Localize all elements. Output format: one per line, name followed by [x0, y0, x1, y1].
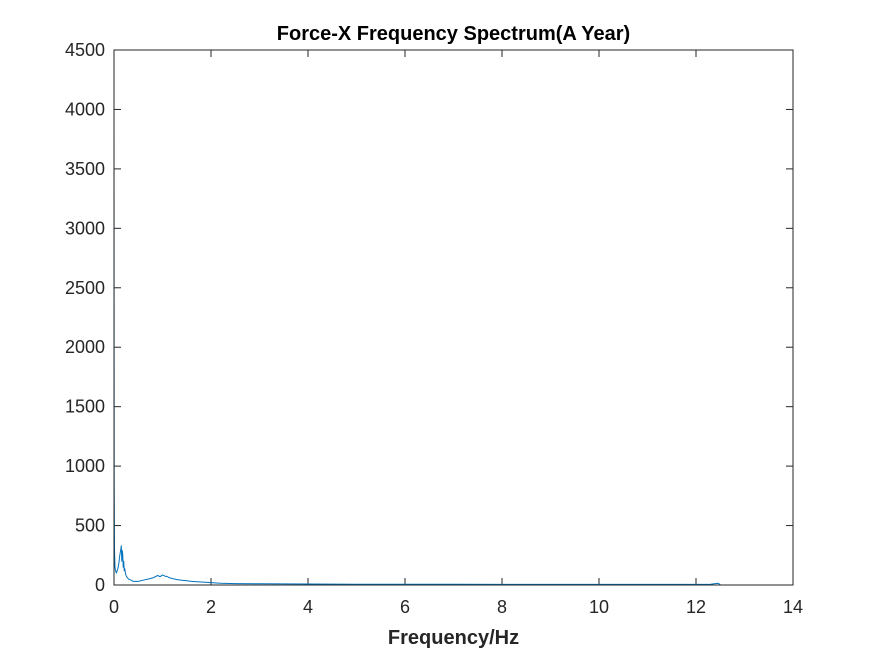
y-tick-label: 2500	[65, 278, 105, 298]
x-tick-label: 14	[783, 597, 803, 617]
x-tick-labels: 0 2 4 6 8 10 12 14	[109, 597, 803, 617]
x-tick-label: 6	[400, 597, 410, 617]
plot-frame	[113, 49, 794, 586]
x-tick-label: 12	[686, 597, 706, 617]
x-tick-label: 10	[589, 597, 609, 617]
x-axis-label: Frequency/Hz	[388, 627, 519, 649]
x-tick-label: 4	[303, 597, 313, 617]
x-tick-label: 2	[206, 597, 216, 617]
y-tick-label: 3000	[65, 218, 105, 238]
y-tick-label: 4000	[65, 99, 105, 119]
y-tick-labels: 0 500 1000 1500 2000 2500 3000 3500 4000 4500	[65, 40, 105, 595]
x-tick-label: 8	[497, 597, 507, 617]
y-tick-label: 1500	[65, 397, 105, 417]
spectrum-series-line	[113, 85, 721, 585]
chart-title: Force-X Frequency Spectrum(A Year)	[277, 23, 630, 45]
y-tick-label: 3500	[65, 159, 105, 179]
y-tick-label: 500	[75, 516, 105, 536]
y-tick-label: 4500	[65, 40, 105, 60]
x-tick-label: 0	[109, 597, 119, 617]
y-tick-label: 1000	[65, 456, 105, 476]
y-tick-label: 2000	[65, 337, 105, 357]
plot-area	[114, 50, 793, 585]
y-tick-label: 0	[95, 575, 105, 595]
